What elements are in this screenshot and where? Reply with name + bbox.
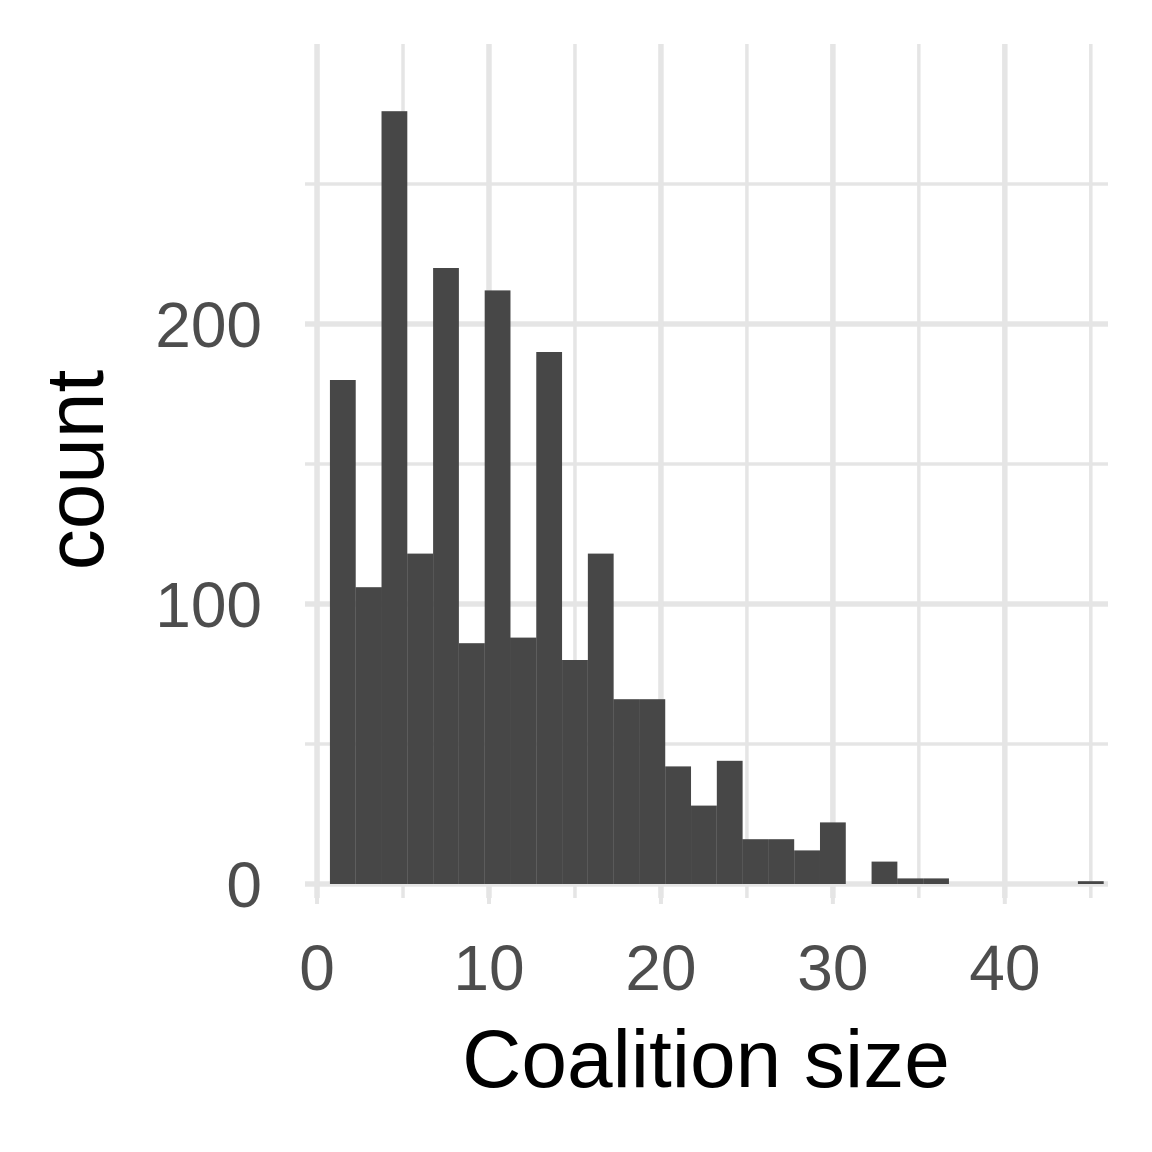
histogram-bar — [484, 290, 511, 884]
histogram-bar — [742, 839, 769, 884]
y-tick-labels: 0 100 200 — [155, 289, 262, 921]
bars-layer — [329, 111, 1104, 884]
histogram-bar — [1077, 881, 1104, 884]
histogram-bar — [407, 553, 434, 884]
histogram-bar — [613, 699, 640, 884]
histogram-bar — [355, 587, 382, 884]
histogram-bar — [871, 861, 898, 884]
histogram-bar — [639, 699, 666, 884]
histogram-bar — [562, 660, 588, 884]
histogram-bar — [768, 839, 795, 884]
histogram-bar — [691, 805, 717, 884]
histogram-bar — [510, 637, 537, 884]
histogram-bar — [329, 380, 356, 884]
histogram-bar — [716, 760, 743, 884]
histogram-bar — [536, 352, 563, 884]
histogram-bar — [381, 111, 408, 884]
y-tick-label: 100 — [155, 569, 262, 641]
x-tick-labels: 0 10 20 30 40 — [299, 932, 1040, 1004]
histogram-bar — [794, 850, 820, 884]
y-tick-label: 0 — [226, 849, 262, 921]
histogram-bar — [923, 878, 949, 884]
histogram-bar — [587, 553, 614, 884]
x-tick-label: 0 — [299, 932, 335, 1004]
histogram-bar — [433, 268, 459, 884]
histogram-bar — [458, 643, 485, 884]
x-tick-label: 10 — [453, 932, 524, 1004]
x-tick-label: 40 — [969, 932, 1040, 1004]
histogram-bar — [819, 822, 846, 884]
y-axis-title: count — [30, 369, 121, 570]
histogram-bar — [897, 878, 924, 884]
x-tick-label: 20 — [625, 932, 696, 1004]
histogram-bar — [665, 766, 692, 884]
y-tick-label: 200 — [155, 289, 262, 361]
x-tick-label: 30 — [797, 932, 868, 1004]
x-axis-title: Coalition size — [462, 1014, 950, 1105]
